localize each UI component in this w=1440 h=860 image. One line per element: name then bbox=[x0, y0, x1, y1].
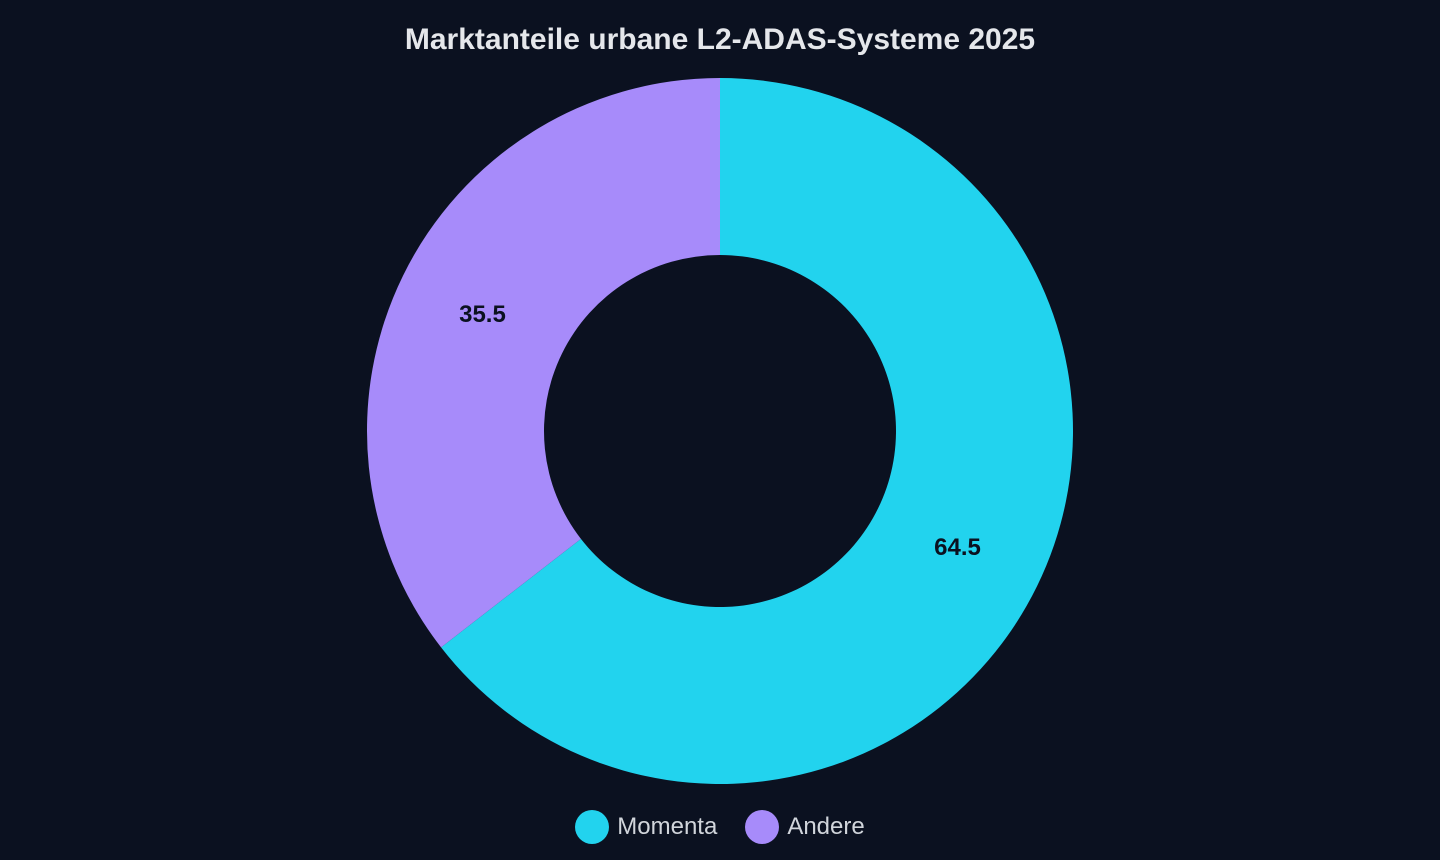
legend-label-momenta: Momenta bbox=[617, 813, 718, 840]
donut-data-labels: 64.5 35.5 bbox=[459, 301, 981, 561]
donut-slice-momenta[interactable] bbox=[441, 78, 1073, 784]
legend-swatch-andere bbox=[745, 810, 780, 844]
legend-item-momenta[interactable]: Momenta bbox=[575, 810, 717, 844]
legend-item-andere[interactable]: Andere bbox=[745, 810, 865, 844]
legend: Momenta Andere bbox=[0, 810, 1440, 844]
legend-label-andere: Andere bbox=[787, 813, 865, 840]
data-label-andere: 35.5 bbox=[459, 301, 506, 328]
data-label-momenta: 64.5 bbox=[934, 534, 981, 561]
donut-slice-andere[interactable] bbox=[366, 78, 720, 648]
chart-title: Marktanteile urbane L2-ADAS-Systeme 2025 bbox=[404, 23, 1036, 56]
legend-swatch-momenta bbox=[575, 810, 610, 844]
donut-slices bbox=[366, 78, 1073, 784]
